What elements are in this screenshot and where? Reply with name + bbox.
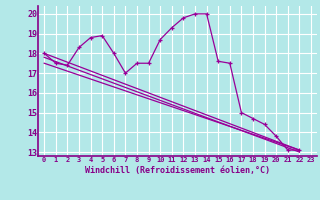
- X-axis label: Windchill (Refroidissement éolien,°C): Windchill (Refroidissement éolien,°C): [85, 166, 270, 175]
